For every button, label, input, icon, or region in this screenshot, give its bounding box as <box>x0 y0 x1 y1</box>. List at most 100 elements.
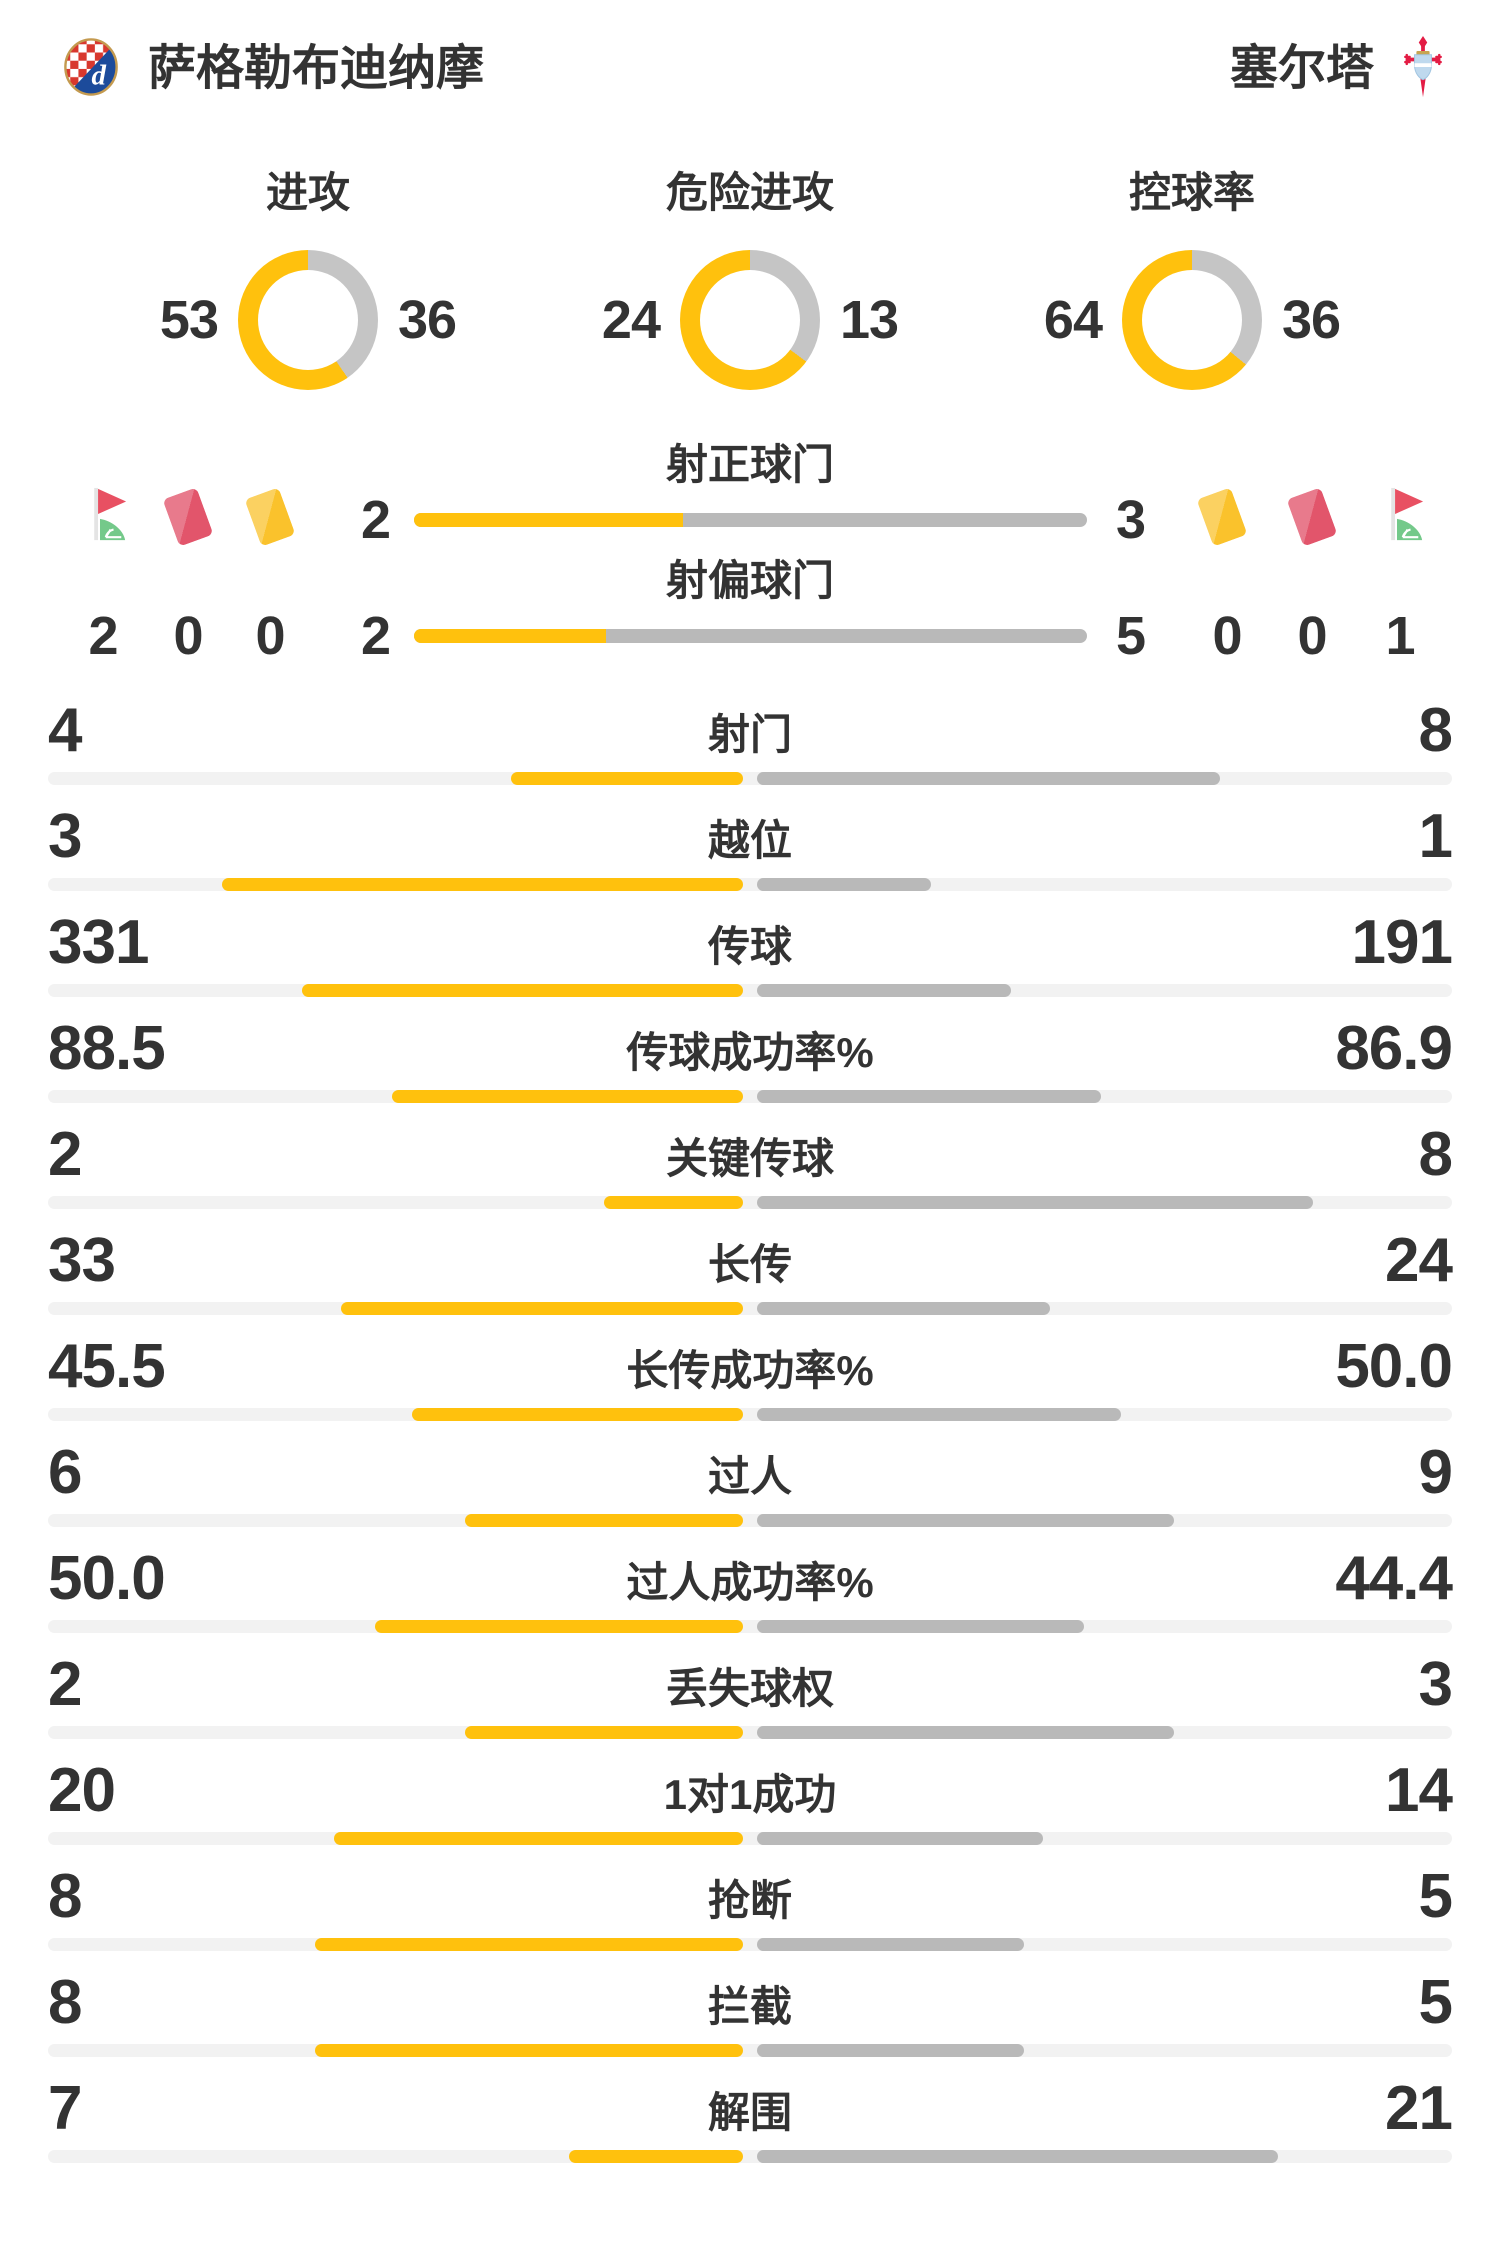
stat-home-value: 7 <box>48 2074 82 2143</box>
stat-away-value: 24 <box>1385 1226 1453 1295</box>
stat-row-passes: 331 传球 191 <box>0 900 1500 1006</box>
donut-title: 控球率 <box>1128 169 1255 216</box>
stat-row-tackles: 8 抢断 5 <box>0 1854 1500 1960</box>
stat-bar-away <box>757 1938 1025 1951</box>
stat-bar-away <box>757 2044 1025 2057</box>
stat-home-value: 3 <box>48 802 82 871</box>
stat-bar-track <box>48 1302 1452 1315</box>
shots-off-target-title: 射偏球门 <box>665 557 834 604</box>
stat-away-value: 8 <box>1418 696 1453 765</box>
stat-bar-home <box>221 878 743 891</box>
stat-label: 丢失球权 <box>665 1665 834 1712</box>
stat-away-value: 21 <box>1385 2074 1453 2143</box>
stat-bar-away <box>757 1514 1174 1527</box>
stat-bar-track <box>48 2150 1452 2163</box>
donut-away-value: 36 <box>1282 290 1341 350</box>
away-corners-count: 1 <box>1385 606 1415 666</box>
stat-bar-away <box>757 1196 1313 1209</box>
stat-away-value: 8 <box>1418 1120 1453 1189</box>
stat-row-pass-success: 88.5 传球成功率% 86.9 <box>0 1006 1500 1112</box>
home-team-name: 萨格勒布迪纳摩 <box>148 42 485 95</box>
stat-row-long-balls: 33 长传 24 <box>0 1218 1500 1324</box>
stat-label: 过人成功率% <box>626 1559 874 1606</box>
stat-bar-home <box>465 1514 743 1527</box>
match-header: d 萨格勒布迪纳摩 塞尔塔 <box>62 34 1444 104</box>
stat-bar-track <box>48 1408 1452 1421</box>
donut-wrap: 64 36 <box>1006 250 1378 390</box>
stat-bar-away <box>757 1620 1084 1633</box>
stat-label: 抢断 <box>707 1877 792 1924</box>
donut-title: 进攻 <box>265 169 350 216</box>
stat-home-value: 6 <box>48 1438 82 1507</box>
stat-label: 解围 <box>707 2089 792 2136</box>
corner-flag-icon <box>71 486 129 544</box>
donut-away-value: 36 <box>398 290 457 350</box>
stat-row-key-passes: 2 关键传球 8 <box>0 1112 1500 1218</box>
stat-away-value: 5 <box>1418 1968 1453 2037</box>
stat-home-value: 4 <box>48 696 82 765</box>
stat-row-clearances: 7 解围 21 <box>0 2066 1500 2172</box>
stat-label: 射门 <box>707 711 792 758</box>
stat-bar-home <box>302 984 743 997</box>
donut-home-value: 64 <box>1043 290 1103 350</box>
stat-home-value: 8 <box>48 1968 82 2037</box>
donut-dangerous-attacks: 危险进攻 24 13 <box>529 172 971 390</box>
stat-row-duels-won: 20 1对1成功 14 <box>0 1748 1500 1854</box>
shots-off-target-away-value: 5 <box>1116 606 1146 666</box>
stat-home-value: 8 <box>48 1862 82 1931</box>
away-yellow-cards-count: 0 <box>1212 606 1242 666</box>
stat-bar-away <box>757 1832 1044 1845</box>
stats-list: 4 射门 8 3 越位 1 331 传球 191 <box>0 688 1500 2172</box>
stat-home-value: 20 <box>48 1756 116 1825</box>
stat-bar-home <box>374 1620 743 1633</box>
stat-home-value: 45.5 <box>48 1332 166 1401</box>
stat-bar-home <box>392 1090 743 1103</box>
corner-flag-icon <box>1368 486 1426 544</box>
stat-bar-away <box>757 2150 1279 2163</box>
red-card-icon <box>162 487 214 547</box>
stat-bar-away <box>757 772 1221 785</box>
stat-away-value: 86.9 <box>1335 1014 1453 1083</box>
stat-home-value: 2 <box>48 1120 82 1189</box>
stat-bar-track <box>48 1620 1452 1633</box>
stat-bar-home <box>315 2044 743 2057</box>
stat-row-interceptions: 8 拦截 5 <box>0 1960 1500 2066</box>
stat-home-value: 2 <box>48 1650 82 1719</box>
donut-home-value: 53 <box>159 290 219 350</box>
stat-bar-home <box>411 1408 743 1421</box>
shots-off-target-bar-home <box>414 629 607 643</box>
shots-on-target-title: 射正球门 <box>665 441 834 488</box>
donut-ring <box>238 250 378 390</box>
stat-bar-track <box>48 1938 1452 1951</box>
stat-bar-away <box>757 878 931 891</box>
stat-home-value: 88.5 <box>48 1014 166 1083</box>
stat-bar-home <box>569 2150 743 2163</box>
stat-away-value: 44.4 <box>1335 1544 1453 1613</box>
stat-label: 长传成功率% <box>626 1347 874 1394</box>
stat-label: 1对1成功 <box>663 1771 837 1818</box>
stat-bar-track <box>48 1514 1452 1527</box>
stat-row-dribbles: 6 过人 9 <box>0 1430 1500 1536</box>
away-team: 塞尔塔 <box>1230 35 1444 104</box>
home-team: d 萨格勒布迪纳摩 <box>62 36 484 103</box>
stat-bar-home <box>334 1832 743 1845</box>
shots-on-target-bar-home <box>414 513 684 527</box>
home-team-logo-icon: d <box>62 36 120 103</box>
stat-label: 越位 <box>707 817 792 864</box>
away-red-cards-count: 0 <box>1297 606 1327 666</box>
stat-bar-track <box>48 2044 1452 2057</box>
stat-bar-away <box>757 984 1012 997</box>
shots-off-target-bar <box>414 629 1087 643</box>
stat-away-value: 5 <box>1418 1862 1453 1931</box>
stat-row-offsides: 3 越位 1 <box>0 794 1500 900</box>
stat-bar-away <box>757 1302 1050 1315</box>
donut-home-value: 24 <box>601 290 661 350</box>
stat-label: 传球 <box>707 923 792 970</box>
stat-bar-home <box>511 772 743 785</box>
shots-on-target-home-value: 2 <box>360 490 391 550</box>
home-yellow-cards-count: 0 <box>255 606 285 666</box>
stat-home-value: 331 <box>48 908 149 977</box>
stat-label: 长传 <box>707 1241 792 1288</box>
stat-bar-track <box>48 984 1452 997</box>
red-card-icon <box>1286 487 1338 547</box>
